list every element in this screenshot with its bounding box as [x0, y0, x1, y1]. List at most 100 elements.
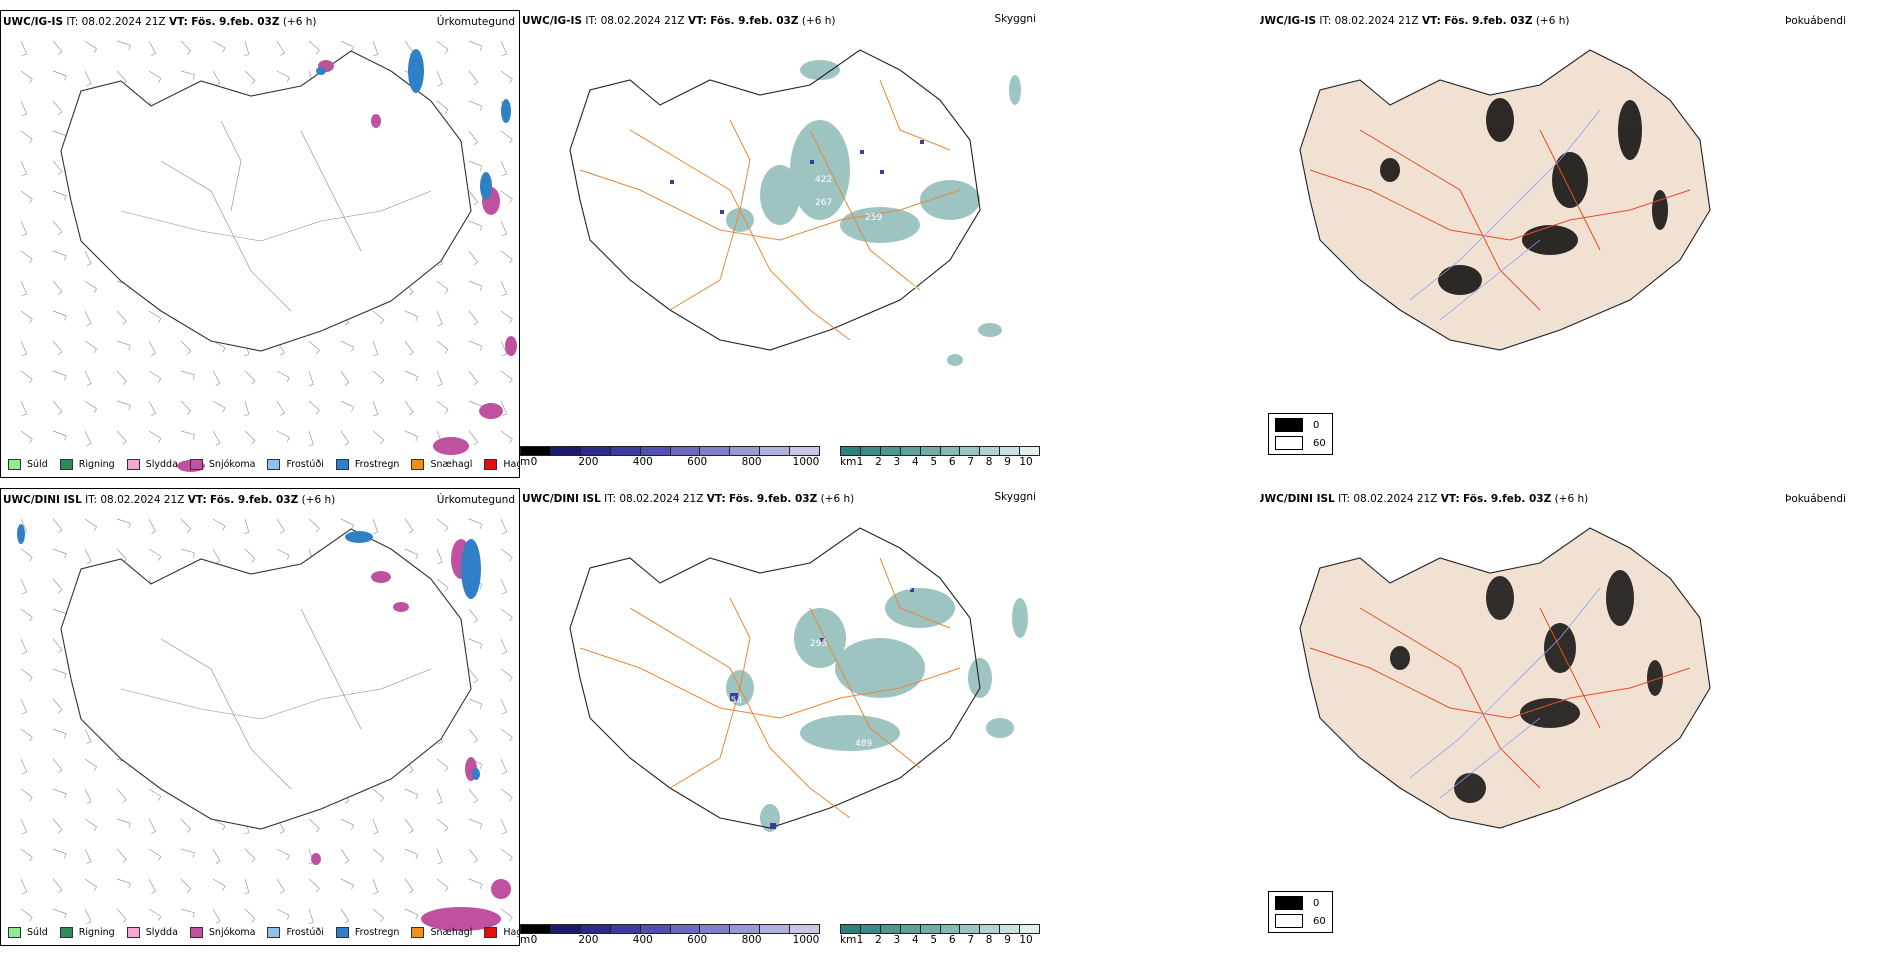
- fog-low-areas: [1390, 570, 1663, 803]
- colorbar-unit: m: [520, 934, 531, 946]
- wind-barb: [52, 518, 63, 534]
- wind-barb: [20, 848, 33, 862]
- wind-barb: [308, 400, 320, 415]
- road-network: [579, 557, 961, 819]
- wind-barb: [20, 430, 33, 444]
- colorbar-unit: m: [520, 456, 531, 468]
- fog-roads: [1309, 129, 1691, 311]
- wind-barb: [52, 370, 67, 381]
- panel-header: UWC/DINI ISL IT: 08.02.2024 21Z VT: Fös.…: [3, 494, 336, 506]
- wind-barb: [148, 548, 162, 561]
- wind-barb: [52, 280, 63, 296]
- cloudbase-dots: [730, 588, 914, 829]
- wind-barb: [84, 250, 92, 267]
- colorbar-tick-label: 8: [985, 934, 993, 946]
- wind-barb: [20, 788, 33, 802]
- wind-barb: [436, 100, 449, 114]
- wind-barb: [84, 340, 97, 354]
- wind-barb: [276, 70, 290, 83]
- legend-item-snjokoma: Snjókoma: [189, 458, 255, 470]
- precip-map: [20, 40, 517, 472]
- wind-barb: [468, 370, 478, 386]
- fog-key: 0 60: [1268, 891, 1333, 933]
- wind-barb: [20, 280, 28, 297]
- vis-label: 267: [815, 198, 832, 208]
- wind-barb: [404, 848, 419, 860]
- wind-barb: [212, 370, 221, 386]
- wind-barb: [308, 430, 314, 447]
- wind-barb: [84, 788, 92, 805]
- wind-barb: [372, 400, 379, 417]
- wind-barb: [148, 310, 162, 323]
- colorbar-tick-label: 5: [930, 934, 938, 946]
- wind-barb: [52, 190, 67, 201]
- colorbar-tick-label: 1000: [792, 934, 820, 946]
- colorbar-segment: [521, 446, 551, 456]
- wind-barb: [436, 310, 443, 327]
- panel-title: Skyggni: [994, 491, 1037, 503]
- wind-barb: [436, 400, 449, 414]
- legend-item-frostudi: Frostúði: [267, 458, 324, 470]
- wind-barb: [116, 878, 131, 889]
- colorbar-segment: [1020, 924, 1040, 934]
- road-lines: [120, 608, 432, 790]
- wind-barb: [52, 160, 63, 176]
- wind-barb: [212, 70, 221, 86]
- legend-item-snaehagl: Snæhagl: [411, 458, 472, 470]
- wind-barb: [404, 788, 419, 800]
- wind-barb: [20, 758, 28, 775]
- wind-barb: [20, 608, 33, 622]
- precip-type-panel: UWC/DINI ISL IT: 08.02.2024 21Z VT: Fös.…: [0, 488, 520, 946]
- wind-barb: [468, 878, 483, 889]
- colorbar-tick-label: 0: [530, 456, 538, 468]
- wind-barb: [340, 908, 350, 924]
- wind-barb: [308, 518, 320, 533]
- wind-barb: [436, 818, 449, 832]
- wind-barb: [468, 518, 483, 529]
- fog-map: [1299, 49, 1711, 351]
- wind-barb: [500, 40, 508, 57]
- colorbar-segment: [640, 924, 671, 934]
- wind-barb: [148, 370, 162, 383]
- wind-barb: [20, 160, 28, 177]
- colorbar-segment: [700, 446, 731, 456]
- wind-barb: [500, 698, 508, 715]
- wind-barb: [500, 668, 513, 682]
- wind-barb: [308, 340, 320, 355]
- colorbar-tick-label: 10: [1019, 456, 1033, 468]
- wind-barb: [20, 190, 33, 204]
- vis-label: 259: [865, 213, 882, 223]
- wind-barb: [372, 818, 379, 835]
- fog-map: [1299, 527, 1711, 829]
- wind-barb: [52, 908, 67, 919]
- wind-barb: [500, 430, 513, 444]
- wind-barb: [500, 130, 513, 144]
- colorbar-tick-label: 4: [911, 456, 919, 468]
- wind-barb: [52, 250, 67, 261]
- cloudbase-colorbar: m 0 200 400 600 800 1000: [520, 924, 821, 948]
- legend-item-rigning: Rigning: [59, 458, 115, 470]
- panel-header: UWC/IG-IS IT: 08.02.2024 21Z VT: Fös. 9.…: [522, 15, 836, 27]
- wind-barb: [340, 878, 354, 890]
- wind-barb: [500, 160, 508, 177]
- colorbar-unit: km: [840, 456, 857, 468]
- wind-barb: [20, 370, 33, 384]
- panel-header: UWC/DINI ISL IT: 08.02.2024 21Z VT: Fös.…: [1260, 493, 1589, 505]
- wind-barb: [148, 70, 162, 83]
- wind-barb: [500, 818, 508, 835]
- wind-barb: [212, 548, 221, 564]
- colorbar-tick-label: 2: [875, 934, 882, 946]
- colorbar-segment: [841, 924, 861, 934]
- wind-barb: [436, 280, 449, 294]
- wind-barb: [84, 70, 92, 87]
- wind-barb: [500, 908, 513, 922]
- wind-barb: [500, 848, 513, 862]
- wind-barb: [84, 370, 92, 387]
- wind-barb: [340, 370, 350, 386]
- wind-barb: [180, 70, 195, 80]
- visibility-panel: 422 267 259 637 723 28 22 UWC/IG-IS IT: …: [520, 10, 1040, 485]
- colorbar-tick-label: 5: [930, 456, 938, 468]
- wind-barb: [52, 400, 63, 416]
- wind-barb: [276, 848, 290, 861]
- wind-barb: [436, 878, 449, 892]
